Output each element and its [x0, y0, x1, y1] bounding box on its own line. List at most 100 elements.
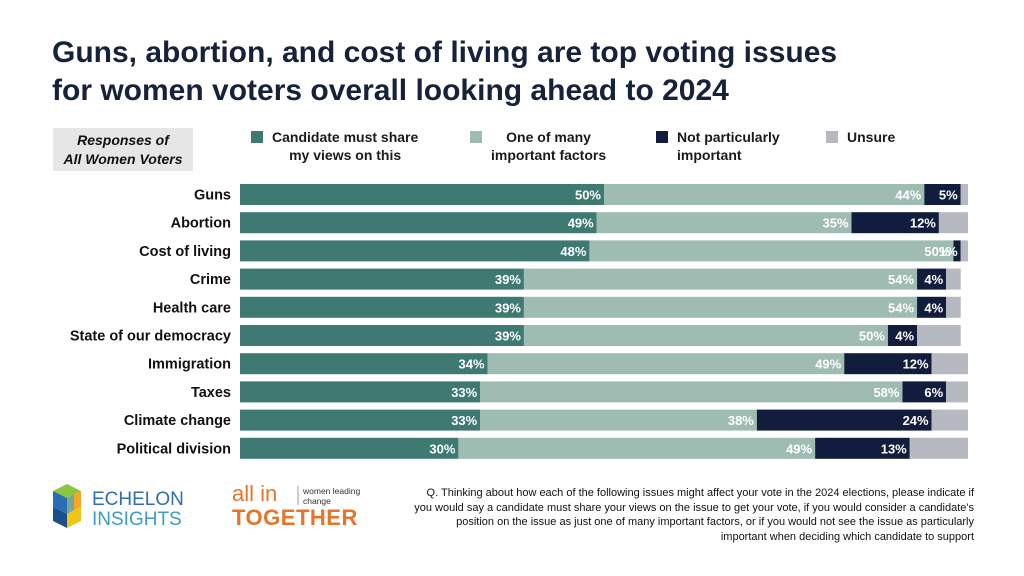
bar-climate-change-unsure — [931, 409, 968, 431]
value-label-state-of-our-democracy-not-important: 4% — [895, 329, 914, 344]
bar-political-division-unsure — [909, 437, 968, 459]
value-label-abortion-not-important: 12% — [910, 216, 936, 231]
footnote: Q. Thinking about how each of the follow… — [414, 487, 974, 543]
category-label-abortion: Abortion — [171, 216, 231, 232]
echelon-insights-logo: ECHELON INSIGHTS — [53, 484, 184, 530]
value-label-climate-change-must-share: 33% — [451, 413, 477, 428]
bar-crime-unsure — [946, 268, 961, 290]
category-label-guns: Guns — [194, 188, 231, 204]
bar-immigration-must-share — [240, 353, 488, 375]
echelon-cube-icon — [53, 484, 81, 528]
bar-climate-change-one-of-many — [480, 409, 757, 431]
value-label-state-of-our-democracy-must-share: 39% — [495, 329, 521, 344]
echelon-logo-text-bottom: INSIGHTS — [92, 509, 182, 530]
value-label-climate-change-not-important: 24% — [903, 413, 929, 428]
legend-swatch-unsure — [826, 131, 838, 143]
subtitle-line-1: Responses of — [77, 132, 169, 148]
allin-tagline-2: change — [303, 496, 331, 506]
bar-abortion-one-of-many — [596, 212, 852, 234]
echelon-logo-text-top: ECHELON — [92, 489, 184, 510]
bar-climate-change-must-share — [240, 409, 481, 431]
legend-swatch-must-share — [251, 131, 263, 143]
legend-item-one-of-many: One of many important factors — [470, 128, 606, 164]
bar-immigration-one-of-many — [487, 353, 845, 375]
bar-political-division-one-of-many — [458, 437, 816, 459]
bar-political-division-not-important — [815, 437, 910, 459]
legend-label-unsure: Unsure — [847, 129, 896, 145]
bar-crime-not-important — [917, 268, 947, 290]
value-label-abortion-must-share: 49% — [568, 216, 594, 231]
value-label-political-division-must-share: 30% — [429, 441, 455, 456]
category-label-state-of-our-democracy: State of our democracy — [70, 329, 231, 345]
value-label-taxes-must-share: 33% — [451, 385, 477, 400]
bar-guns-not-important — [924, 184, 961, 205]
legend-item-must-share: Candidate must share my views on this — [251, 128, 418, 164]
bar-cost-of-living-one-of-many — [589, 240, 954, 262]
value-label-immigration-one-of-many: 49% — [815, 357, 841, 372]
value-label-guns-one-of-many: 44% — [895, 188, 921, 203]
value-label-taxes-not-important: 6% — [924, 385, 943, 400]
value-label-immigration-must-share: 34% — [458, 357, 484, 372]
value-label-health-care-one-of-many: 54% — [888, 300, 914, 315]
category-label-climate-change: Climate change — [124, 413, 231, 429]
category-label-immigration: Immigration — [148, 357, 231, 373]
value-label-health-care-not-important: 4% — [924, 300, 943, 315]
stacked-bar-chart: Guns 50% 44% 5% Abortion 49% 35% 12% Cost of liv… — [70, 184, 968, 459]
bar-state-of-our-democracy-must-share — [240, 325, 524, 346]
category-label-cost-of-living: Cost of living — [139, 244, 231, 260]
category-label-political-division: Political division — [117, 441, 231, 457]
bar-state-of-our-democracy-one-of-many — [523, 325, 888, 346]
value-label-crime-one-of-many: 54% — [888, 272, 914, 287]
bar-taxes-unsure — [946, 381, 968, 403]
bar-abortion-unsure — [938, 212, 968, 234]
bar-health-care-not-important — [917, 296, 947, 318]
value-label-cost-of-living-one-of-many: 50% — [924, 244, 950, 259]
title-line-2: for women voters overall looking ahead t… — [52, 74, 729, 107]
all-in-together-logo: all in women leading change TOGETHER — [232, 481, 360, 530]
bar-crime-must-share — [240, 268, 524, 290]
value-label-guns-must-share: 50% — [575, 188, 601, 203]
value-label-abortion-one-of-many: 35% — [822, 216, 848, 231]
bar-immigration-not-important — [844, 353, 932, 375]
category-label-taxes: Taxes — [191, 385, 231, 401]
value-label-health-care-must-share: 39% — [495, 300, 521, 315]
value-label-cost-of-living-not-important: 1% — [939, 244, 958, 259]
subtitle-box: Responses of All Women Voters — [53, 128, 193, 171]
allin-logo-text-bottom: TOGETHER — [232, 505, 358, 530]
bar-immigration-unsure — [931, 353, 968, 375]
bar-abortion-must-share — [240, 212, 597, 234]
bar-health-care-unsure — [946, 296, 961, 318]
value-label-crime-not-important: 4% — [924, 272, 943, 287]
bar-guns-one-of-many — [604, 184, 925, 205]
subtitle-line-2: All Women Voters — [63, 151, 183, 167]
value-label-taxes-one-of-many: 58% — [873, 385, 899, 400]
bar-guns-unsure — [960, 184, 968, 205]
allin-tagline-1: women leading — [302, 486, 360, 496]
value-label-cost-of-living-must-share: 48% — [560, 244, 586, 259]
bar-taxes-one-of-many — [480, 381, 903, 403]
value-label-immigration-not-important: 12% — [903, 357, 929, 372]
value-label-state-of-our-democracy-one-of-many: 50% — [859, 329, 885, 344]
bar-guns-must-share — [240, 184, 604, 205]
bar-climate-change-not-important — [756, 409, 932, 431]
bar-health-care-must-share — [240, 296, 524, 318]
bar-abortion-not-important — [851, 212, 939, 234]
value-label-crime-must-share: 39% — [495, 272, 521, 287]
bar-health-care-one-of-many — [523, 296, 918, 318]
allin-logo-text-top: all in — [232, 481, 277, 506]
value-label-political-division-one-of-many: 49% — [786, 441, 812, 456]
bar-taxes-must-share — [240, 381, 481, 403]
legend-label-not-important-2: important — [677, 147, 742, 163]
bar-cost-of-living-unsure — [960, 240, 968, 262]
legend-label-must-share-2: my views on this — [289, 147, 402, 163]
legend-label-one-of-many-2: important factors — [491, 147, 607, 163]
legend-label-not-important: Not particularly — [677, 129, 780, 145]
page-title: Guns, abortion, and cost of living are t… — [52, 34, 992, 110]
bar-political-division-must-share — [240, 437, 459, 459]
value-label-political-division-not-important: 13% — [881, 441, 907, 456]
bar-state-of-our-democracy-not-important — [887, 325, 918, 346]
bar-cost-of-living-not-important — [953, 240, 961, 262]
legend-item-not-important: Not particularly important — [656, 128, 780, 164]
bar-cost-of-living-must-share — [240, 240, 590, 262]
value-label-guns-not-important: 5% — [939, 188, 958, 203]
